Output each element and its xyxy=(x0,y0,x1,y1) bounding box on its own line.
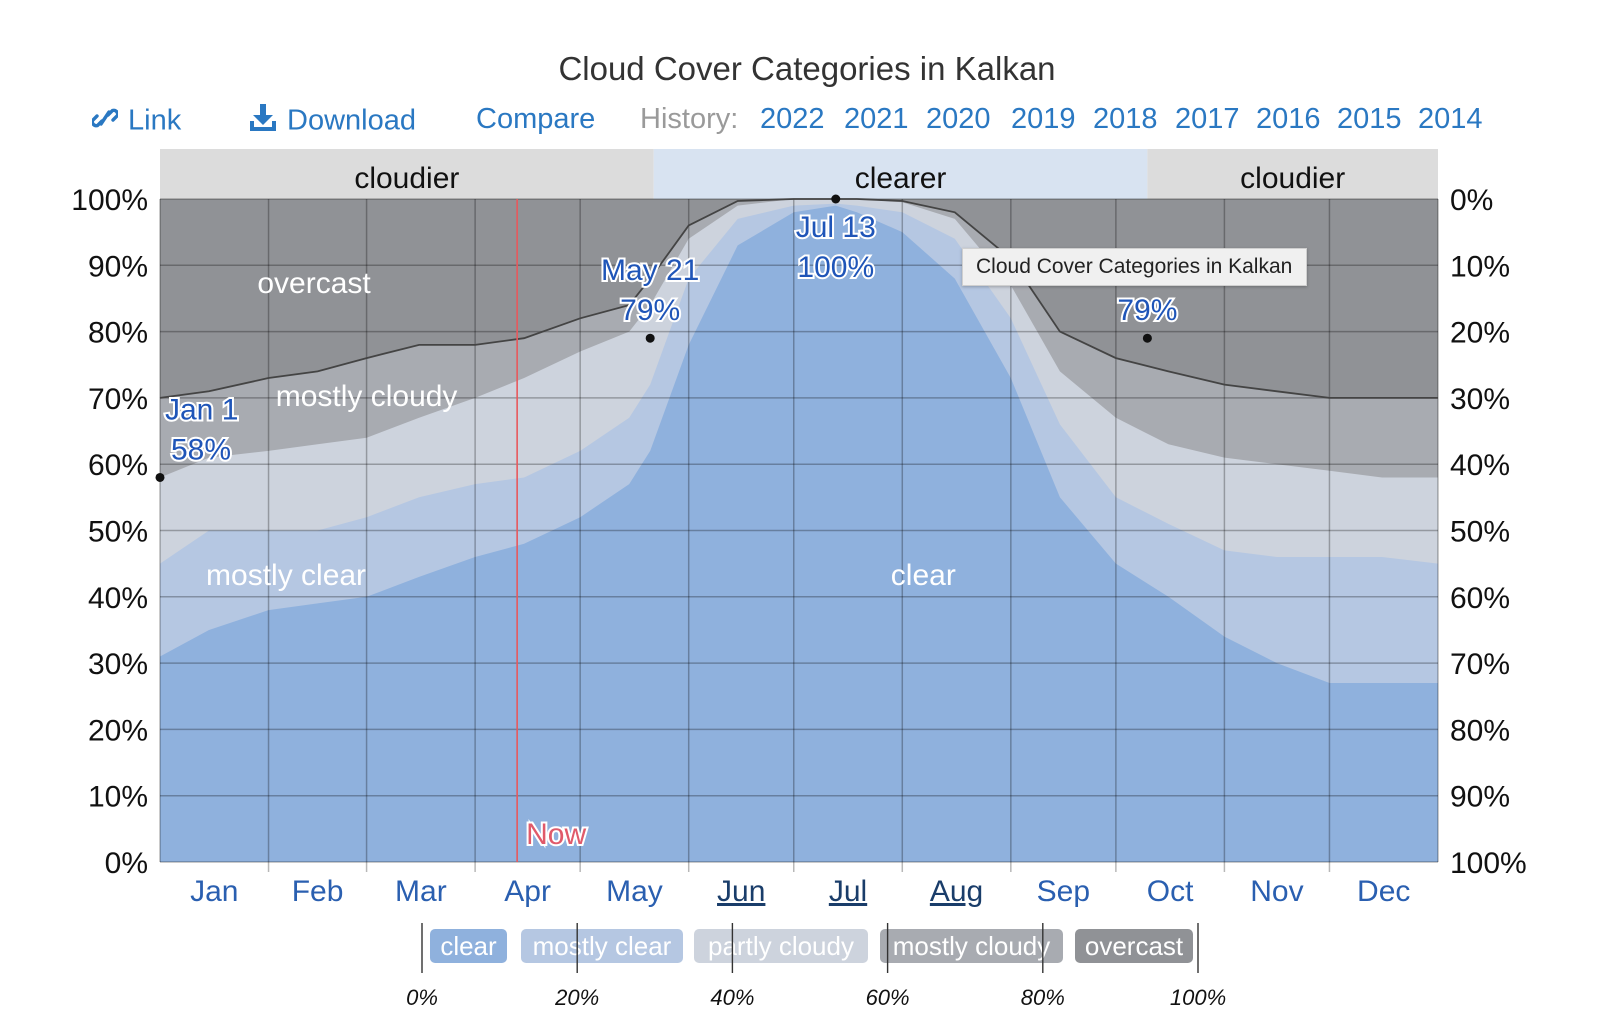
y-left-tick-0: 0% xyxy=(105,847,148,880)
download-label: Download xyxy=(287,104,416,137)
legend-tick-3: 60% xyxy=(866,985,910,1010)
y-right-tick-8: 20% xyxy=(1450,317,1510,350)
annotation-value-0: 58% xyxy=(171,433,231,466)
y-left-tick-8: 80% xyxy=(88,317,148,350)
x-tick-dec[interactable]: Dec xyxy=(1357,875,1410,908)
y-left-tick-5: 50% xyxy=(88,516,148,549)
legend-swatch-partly-cloudy xyxy=(694,929,868,963)
legend-label-clear[interactable]: clear xyxy=(440,931,497,961)
annotation-value-3: 79% xyxy=(1117,294,1177,327)
legend-tick-4: 80% xyxy=(1021,985,1065,1010)
history-label: History: xyxy=(640,103,739,135)
area-clear xyxy=(160,205,1438,863)
y-right-tick-5: 50% xyxy=(1450,516,1510,549)
x-tick-mar[interactable]: Mar xyxy=(395,875,447,908)
y-right-tick-6: 40% xyxy=(1450,449,1510,482)
y-left-tick-4: 40% xyxy=(88,582,148,615)
link-button[interactable]: Link xyxy=(90,103,182,141)
y-left-tick-3: 30% xyxy=(88,648,148,681)
y-right-tick-0: 100% xyxy=(1450,847,1527,880)
x-tick-oct[interactable]: Oct xyxy=(1147,875,1194,908)
x-tick-apr[interactable]: Apr xyxy=(504,875,551,908)
history-year-2020[interactable]: 2020 xyxy=(926,103,991,135)
legend-label-mostly-clear[interactable]: mostly clear xyxy=(533,931,672,961)
x-tick-jun[interactable]: Jun xyxy=(717,875,765,908)
annotation-point-1 xyxy=(645,333,655,343)
history-year-2018[interactable]: 2018 xyxy=(1093,103,1158,135)
band-cloudier-2 xyxy=(1147,149,1438,199)
download-icon xyxy=(249,103,277,141)
history-year-2017[interactable]: 2017 xyxy=(1175,103,1240,135)
annotation-point-0 xyxy=(155,472,165,482)
band-label-cloudier-0: cloudier xyxy=(354,162,459,195)
history-year-2014[interactable]: 2014 xyxy=(1418,103,1483,135)
area-label-clear: clear xyxy=(891,559,956,592)
annotation-date-1: May 21 xyxy=(601,254,699,287)
legend-swatch-clear xyxy=(430,929,507,963)
y-right-tick-10: 0% xyxy=(1450,184,1493,217)
legend-label-mostly-cloudy[interactable]: mostly cloudy xyxy=(893,931,1051,961)
y-left-tick-9: 90% xyxy=(88,250,148,283)
legend-tick-2: 40% xyxy=(710,985,754,1010)
area-label-mostly-cloudy: mostly cloudy xyxy=(276,380,458,413)
annotation-date-0: Jan 1 xyxy=(165,393,238,426)
x-tick-jan[interactable]: Jan xyxy=(190,875,238,908)
x-tick-nov[interactable]: Nov xyxy=(1250,875,1303,908)
x-tick-jul[interactable]: Jul xyxy=(829,875,867,908)
annotation-value-1: 79% xyxy=(620,294,680,327)
history-year-2016[interactable]: 2016 xyxy=(1256,103,1321,135)
area-label-mostly-clear: mostly clear xyxy=(206,559,366,592)
y-left-tick-7: 70% xyxy=(88,383,148,416)
toolbar: Link Download Compare History: 2022 2021… xyxy=(0,103,1614,143)
y-right-tick-7: 30% xyxy=(1450,383,1510,416)
y-left-tick-6: 60% xyxy=(88,449,148,482)
chart-title: Cloud Cover Categories in Kalkan xyxy=(558,50,1056,87)
x-tick-sep[interactable]: Sep xyxy=(1037,875,1090,908)
annotation-point-3 xyxy=(1142,333,1152,343)
download-button[interactable]: Download xyxy=(249,103,416,141)
history-year-2015[interactable]: 2015 xyxy=(1337,103,1402,135)
legend-swatch-mostly-cloudy xyxy=(880,929,1063,963)
legend-swatch-overcast xyxy=(1075,929,1193,963)
x-tick-feb[interactable]: Feb xyxy=(292,875,344,908)
y-left-tick-1: 10% xyxy=(88,781,148,814)
compare-button[interactable]: Compare xyxy=(476,103,596,135)
legend-label-overcast[interactable]: overcast xyxy=(1085,931,1184,961)
y-left-tick-10: 100% xyxy=(71,184,148,217)
history-year-2021[interactable]: 2021 xyxy=(844,103,909,135)
y-right-tick-1: 90% xyxy=(1450,781,1510,814)
y-right-tick-9: 10% xyxy=(1450,250,1510,283)
y-right-tick-3: 70% xyxy=(1450,648,1510,681)
x-tick-may[interactable]: May xyxy=(606,875,663,908)
x-tick-aug[interactable]: Aug xyxy=(930,875,983,908)
chart-tooltip: Cloud Cover Categories in Kalkan xyxy=(962,248,1308,286)
legend-tick-5: 100% xyxy=(1170,985,1226,1010)
band-clearer-1 xyxy=(653,149,1148,199)
annotation-value-2: 100% xyxy=(797,251,874,284)
band-cloudier-0 xyxy=(160,149,654,199)
legend-label-partly-cloudy[interactable]: partly cloudy xyxy=(708,931,854,961)
y-left-tick-2: 20% xyxy=(88,714,148,747)
y-right-tick-4: 60% xyxy=(1450,582,1510,615)
series-line-cloudy-boundary xyxy=(159,198,1438,399)
history-year-2019[interactable]: 2019 xyxy=(1011,103,1076,135)
area-label-overcast: overcast xyxy=(257,267,371,300)
band-label-cloudier-2: cloudier xyxy=(1240,162,1345,195)
history-year-2022[interactable]: 2022 xyxy=(760,103,825,135)
annotation-date-2: Jul 13 xyxy=(796,211,876,244)
link-icon xyxy=(90,103,120,141)
annotation-point-2 xyxy=(831,194,841,204)
y-right-tick-2: 80% xyxy=(1450,714,1510,747)
legend-tick-0: 0% xyxy=(406,985,438,1010)
legend-tick-1: 20% xyxy=(554,985,599,1010)
now-label: Now xyxy=(526,818,586,851)
legend-swatch-mostly-clear xyxy=(521,929,683,963)
band-label-clearer-1: clearer xyxy=(855,162,947,195)
link-label: Link xyxy=(128,104,182,137)
